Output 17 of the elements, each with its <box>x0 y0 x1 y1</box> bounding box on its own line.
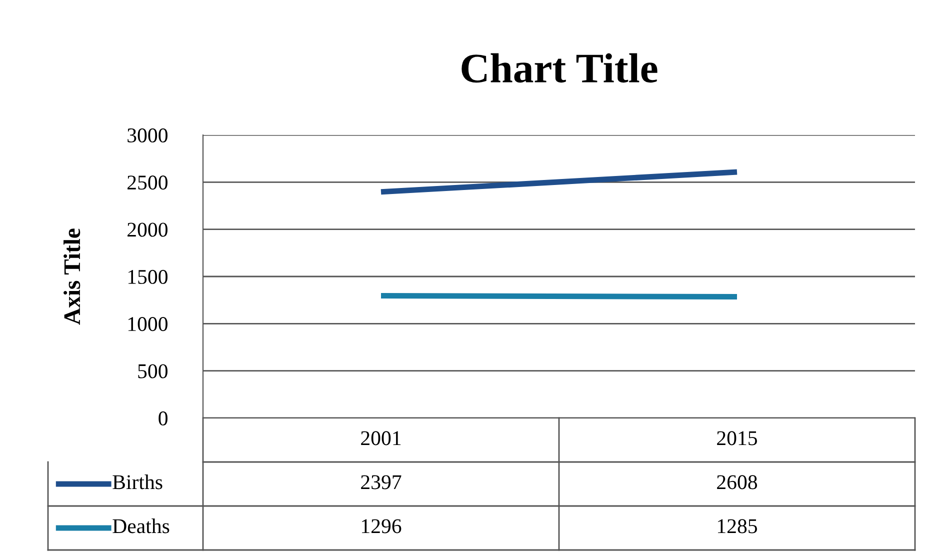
y-tick-label: 1000 <box>128 317 168 332</box>
y-tick-label: 1500 <box>128 270 168 284</box>
y-tick-label: 2500 <box>128 176 168 190</box>
y-tick-label: 500 <box>138 364 168 378</box>
chart-title: Chart Title <box>462 53 658 83</box>
data-label: 2397 <box>361 475 402 490</box>
x-tick-label: 2015 <box>717 431 758 446</box>
y-axis-title: Axis Title <box>64 228 80 325</box>
y-tick-label: 0 <box>158 411 168 426</box>
legend-label: Births <box>112 474 162 490</box>
data-label: 2608 <box>717 475 758 490</box>
y-tick-label: 2000 <box>128 222 168 237</box>
y-tick-label: 3000 <box>128 128 168 142</box>
legend-label: Deaths <box>112 518 170 534</box>
data-label: 1285 <box>718 519 758 534</box>
x-tick-label: 2001 <box>361 431 401 446</box>
data-label: 1296 <box>362 519 402 534</box>
